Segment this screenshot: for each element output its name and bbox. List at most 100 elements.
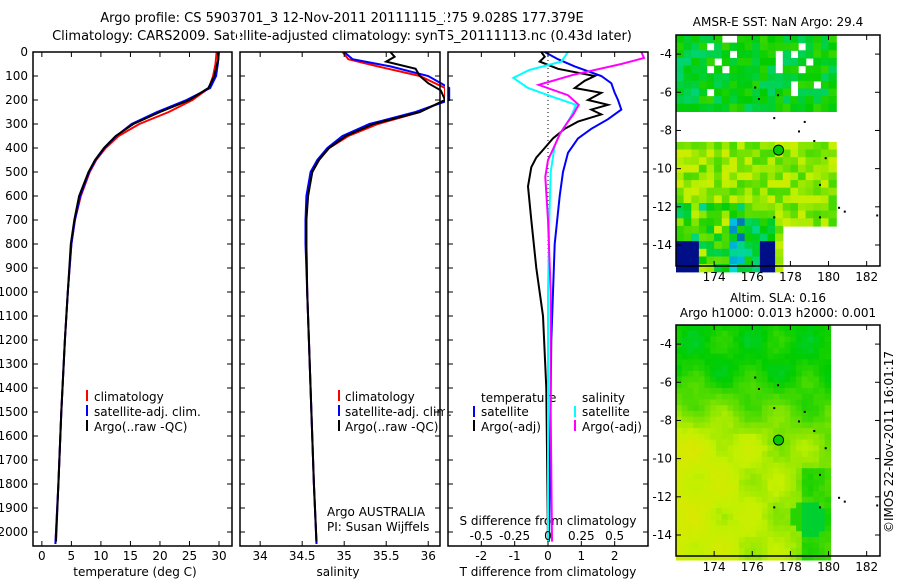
map-cell	[716, 342, 723, 349]
map-cell	[706, 35, 715, 44]
map-cell	[706, 241, 715, 250]
map-cell	[773, 416, 780, 423]
map-cell	[775, 172, 784, 181]
island-mark	[843, 210, 846, 213]
map-cell	[790, 210, 799, 219]
map-cell	[744, 399, 751, 406]
map-cell	[761, 519, 769, 527]
map-cell	[733, 525, 740, 532]
map-cell	[676, 554, 683, 561]
map-cell	[773, 410, 780, 418]
map-cell	[824, 388, 832, 395]
map-cell	[767, 536, 774, 544]
map-cell	[704, 399, 711, 406]
map-cell	[807, 462, 814, 469]
map-cell	[738, 439, 746, 446]
map-cell	[693, 485, 700, 492]
map-cell	[813, 96, 822, 105]
map-cell	[716, 416, 723, 423]
map-cell	[828, 172, 837, 181]
map-cell	[727, 548, 734, 555]
map-cell	[744, 468, 751, 475]
map-cell	[807, 416, 814, 423]
map-cell	[782, 103, 792, 112]
map-cell	[796, 508, 803, 515]
map-cell	[756, 353, 763, 360]
map-cell	[798, 50, 807, 59]
map-cell	[750, 399, 757, 406]
map-cell	[714, 233, 723, 242]
map-cell	[676, 433, 683, 441]
map-cell	[721, 502, 729, 509]
map-cell	[759, 180, 769, 189]
map-cell	[693, 405, 700, 412]
map-cell	[721, 103, 731, 112]
map-cell	[807, 353, 814, 360]
map-cell	[676, 519, 683, 527]
map-cell	[805, 180, 814, 189]
map-cell	[813, 195, 822, 204]
map-cell	[687, 382, 694, 389]
map-cell	[721, 473, 729, 481]
map-cell	[729, 256, 738, 265]
map-cell	[813, 428, 820, 435]
map-cell	[733, 508, 740, 515]
map-cell	[779, 473, 786, 481]
map-cell	[820, 203, 830, 212]
map-cell	[752, 141, 761, 151]
map-cell	[676, 180, 685, 189]
map-cell	[698, 393, 706, 401]
map-cell	[704, 462, 711, 469]
map-cell	[784, 542, 792, 549]
map-cell	[796, 399, 803, 406]
map-cell	[706, 264, 715, 273]
map-cell	[756, 554, 763, 561]
map-cell	[727, 359, 734, 366]
map-cell	[805, 103, 814, 112]
map-cell	[796, 531, 803, 538]
map-cell	[820, 172, 830, 181]
map-cell	[796, 519, 803, 527]
map-cell	[744, 422, 751, 429]
map-cell	[773, 485, 780, 492]
map-cell	[687, 519, 694, 527]
map-cell	[683, 80, 692, 90]
y-tick-label: 1700	[0, 453, 28, 467]
map-cell	[716, 485, 723, 492]
map-cell	[706, 225, 715, 235]
map-cell	[790, 491, 797, 498]
y-tick-label: 300	[5, 117, 28, 131]
map-cell	[710, 325, 717, 332]
map-cell	[721, 514, 729, 521]
map-cell	[813, 393, 820, 401]
map-cell	[727, 365, 734, 372]
map-cell	[710, 525, 717, 532]
map-cell	[710, 410, 717, 418]
map-cell	[710, 393, 717, 401]
map-cell	[691, 187, 700, 196]
map-cell	[775, 218, 784, 227]
map-cell	[761, 410, 769, 418]
map-cell	[756, 382, 763, 389]
map-cell	[681, 353, 689, 360]
map-cell	[750, 485, 757, 492]
y-tick-label: 700	[5, 213, 28, 227]
xlabel-salinity: salinity	[316, 565, 359, 579]
map-cell	[750, 502, 757, 509]
map-cell	[727, 536, 734, 544]
map-cell	[706, 50, 715, 59]
map-cell	[687, 445, 694, 452]
map-cell	[775, 80, 784, 90]
y-tick-label: 0	[20, 45, 28, 59]
map-cell	[687, 502, 694, 509]
map-cell	[767, 342, 774, 349]
map-cell	[727, 376, 734, 383]
map-cell	[744, 187, 753, 196]
map-cell	[737, 172, 746, 181]
map-cell	[714, 42, 723, 51]
map-cell	[676, 42, 685, 51]
map-cell	[716, 519, 723, 527]
map-cell	[775, 88, 784, 97]
map-cell	[813, 479, 820, 486]
s-tick-label: -0.5	[470, 529, 493, 543]
